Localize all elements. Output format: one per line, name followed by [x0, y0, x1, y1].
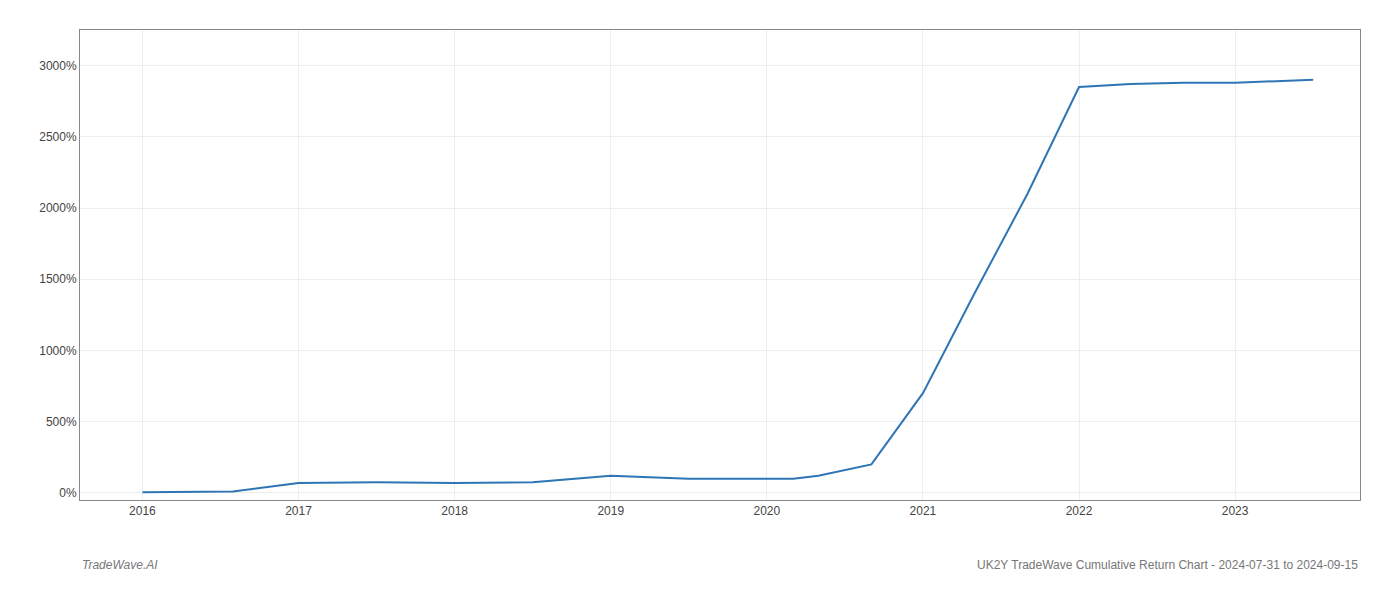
svg-text:TradeWave.AI: TradeWave.AI: [82, 558, 158, 572]
svg-text:2000%: 2000%: [39, 201, 77, 215]
svg-text:2017: 2017: [285, 504, 312, 518]
svg-text:2016: 2016: [129, 504, 156, 518]
svg-text:3000%: 3000%: [39, 59, 77, 73]
svg-text:1500%: 1500%: [39, 272, 77, 286]
svg-text:2020: 2020: [753, 504, 780, 518]
svg-text:2021: 2021: [910, 504, 937, 518]
svg-text:2500%: 2500%: [39, 130, 77, 144]
svg-text:500%: 500%: [46, 415, 77, 429]
svg-text:2023: 2023: [1222, 504, 1249, 518]
svg-text:2022: 2022: [1066, 504, 1093, 518]
svg-text:UK2Y TradeWave Cumulative Retu: UK2Y TradeWave Cumulative Return Chart -…: [977, 558, 1358, 572]
svg-text:1000%: 1000%: [39, 344, 77, 358]
svg-text:2018: 2018: [441, 504, 468, 518]
svg-text:2019: 2019: [597, 504, 624, 518]
svg-text:0%: 0%: [59, 486, 77, 500]
